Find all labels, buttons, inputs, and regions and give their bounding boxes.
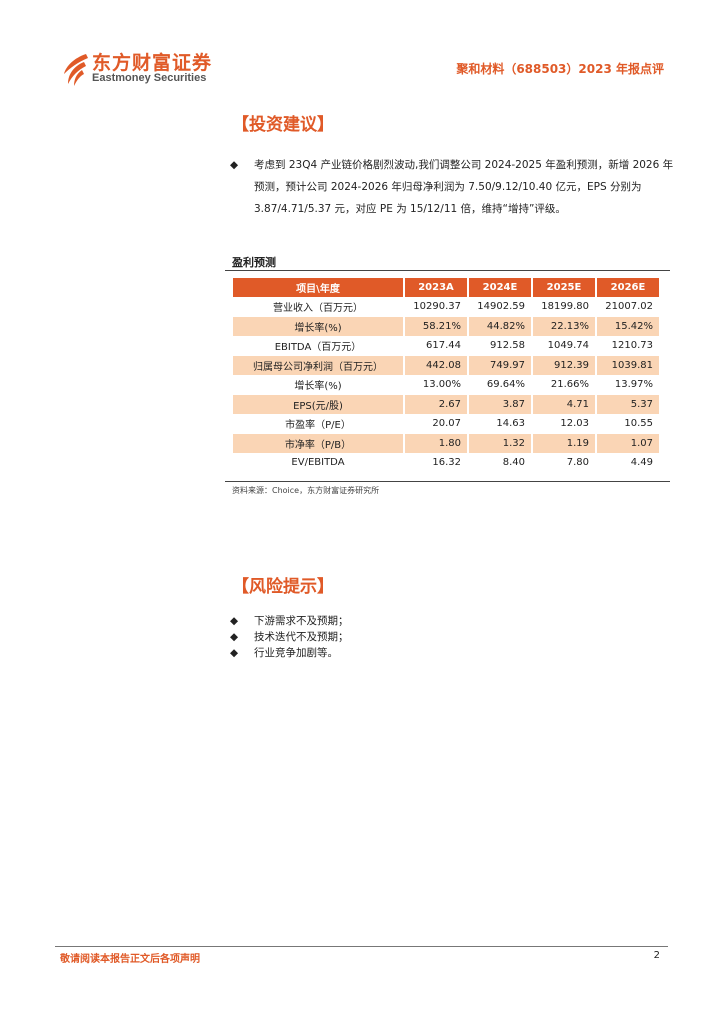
risk-section-title: 【风险提示】 — [232, 577, 334, 597]
cell-value: 2.67 — [405, 395, 467, 414]
footer-disclaimer: 敬请阅读本报告正文后各项声明 — [60, 954, 200, 965]
row-label: 市盈率（P/E） — [285, 420, 351, 432]
cell-value: 1039.81 — [597, 356, 659, 375]
footer-rule — [55, 946, 668, 947]
header-cell: 2023A — [405, 278, 467, 297]
table-row: EPS(元/股) 2.67 3.87 4.71 5.37 — [233, 395, 659, 414]
invest-section-title: 【投资建议】 — [232, 115, 334, 135]
row-label: 归属母公司净利润（百万元） — [233, 356, 403, 375]
table-source: 资料来源：Choice，东方财富证券研究所 — [232, 486, 380, 495]
cell-value: 21.66% — [550, 379, 589, 391]
table-top-rule — [225, 270, 670, 271]
risk-text: 下游需求不及预期； — [254, 615, 349, 627]
cell-value: 7.80 — [566, 457, 589, 469]
table-row: EBITDA（百万元） 617.44 912.58 1049.74 1210.73 — [233, 337, 659, 356]
cell-value: 442.08 — [405, 356, 467, 375]
cell-value: 1049.74 — [547, 340, 589, 352]
diamond-bullet-icon: ◆ — [230, 631, 239, 643]
report-title: 聚和材料（688503）2023 年报点评 — [456, 62, 664, 76]
table-bottom-rule — [225, 481, 670, 482]
cell-value: 22.13% — [533, 317, 595, 336]
cell-value: 1.07 — [597, 434, 659, 453]
risk-item: ◆ 行业竞争加剧等。 — [230, 645, 338, 660]
row-label: 增长率(%) — [233, 317, 403, 336]
cell-value: 14902.59 — [477, 301, 525, 313]
table-row: EV/EBITDA 16.32 8.40 7.80 4.49 — [233, 454, 659, 473]
cell-value: 8.40 — [502, 457, 525, 469]
table-row: 增长率(%) 13.00% 69.64% 21.66% 13.97% — [233, 376, 659, 395]
cell-value: 1.19 — [533, 434, 595, 453]
cell-value: 14.63 — [496, 418, 525, 430]
cell-value: 10290.37 — [413, 301, 461, 313]
diamond-bullet-icon: ◆ — [230, 615, 239, 627]
row-label: 市净率（P/B） — [233, 434, 403, 453]
logo-text-cn: 东方财富证券 — [92, 52, 213, 74]
cell-value: 13.00% — [422, 379, 461, 391]
logo-mark-icon — [64, 54, 88, 86]
cell-value: 69.64% — [486, 379, 525, 391]
table-row: 市盈率（P/E） 20.07 14.63 12.03 10.55 — [233, 415, 659, 434]
cell-value: 749.97 — [469, 356, 531, 375]
header-cell: 2025E — [533, 278, 595, 297]
earnings-forecast-table: 项目\年度 2023A 2024E 2025E 2026E 营业收入（百万元） 1… — [231, 277, 661, 473]
table-row: 营业收入（百万元） 10290.37 14902.59 18199.80 21007.0… — [233, 298, 659, 317]
invest-bullet: ◆ 考虑到 23Q4 产业链价格剧烈波动,我们调整公司 2024-2025 年盈… — [230, 154, 674, 220]
cell-value: 20.07 — [432, 418, 461, 430]
risk-text: 技术迭代不及预期； — [254, 631, 349, 643]
cell-value: 1210.73 — [611, 340, 653, 352]
cell-value: 617.44 — [426, 340, 461, 352]
cell-value: 912.58 — [490, 340, 525, 352]
invest-text: 考虑到 23Q4 产业链价格剧烈波动,我们调整公司 2024-2025 年盈利预… — [254, 159, 674, 215]
header-cell: 项目\年度 — [233, 278, 403, 297]
table-row: 增长率(%) 58.21% 44.82% 22.13% 15.42% — [233, 317, 659, 336]
risk-item: ◆ 下游需求不及预期； — [230, 613, 349, 628]
risk-item: ◆ 技术迭代不及预期； — [230, 629, 349, 644]
table-row: 市净率（P/B） 1.80 1.32 1.19 1.07 — [233, 434, 659, 453]
cell-value: 58.21% — [405, 317, 467, 336]
header-cell: 2026E — [597, 278, 659, 297]
row-label: 营业收入（百万元） — [273, 303, 363, 315]
cell-value: 4.71 — [533, 395, 595, 414]
cell-value: 1.80 — [405, 434, 467, 453]
row-label: 增长率(%) — [294, 381, 342, 393]
cell-value: 44.82% — [469, 317, 531, 336]
cell-value: 15.42% — [597, 317, 659, 336]
cell-value: 13.97% — [614, 379, 653, 391]
diamond-bullet-icon: ◆ — [230, 159, 239, 171]
header-cell: 2024E — [469, 278, 531, 297]
row-label: EPS(元/股) — [233, 395, 403, 414]
cell-value: 1.32 — [469, 434, 531, 453]
diamond-bullet-icon: ◆ — [230, 647, 239, 659]
risk-text: 行业竞争加剧等。 — [254, 647, 338, 659]
page-number: 2 — [653, 950, 660, 961]
logo-text-en: Eastmoney Securities — [92, 72, 207, 84]
cell-value: 18199.80 — [541, 301, 589, 313]
cell-value: 5.37 — [597, 395, 659, 414]
row-label: EV/EBITDA — [291, 457, 345, 469]
cell-value: 10.55 — [624, 418, 653, 430]
cell-value: 3.87 — [469, 395, 531, 414]
cell-value: 12.03 — [560, 418, 589, 430]
cell-value: 4.49 — [630, 457, 653, 469]
cell-value: 912.39 — [533, 356, 595, 375]
table-row: 归属母公司净利润（百万元） 442.08 749.97 912.39 1039.81 — [233, 356, 659, 375]
cell-value: 21007.02 — [605, 301, 653, 313]
row-label: EBITDA（百万元） — [274, 342, 362, 354]
table-header-row: 项目\年度 2023A 2024E 2025E 2026E — [233, 278, 659, 297]
table-title: 盈利预测 — [232, 256, 276, 269]
cell-value: 16.32 — [432, 457, 461, 469]
